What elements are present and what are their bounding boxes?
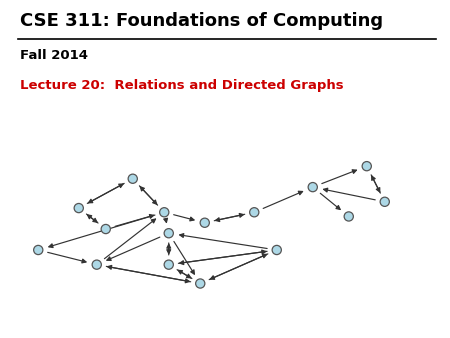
Circle shape [128,174,137,183]
Circle shape [362,162,371,171]
Circle shape [196,279,205,288]
Circle shape [160,208,169,217]
Circle shape [164,228,173,238]
Circle shape [101,224,110,234]
Circle shape [200,218,209,227]
Circle shape [272,245,281,255]
Circle shape [92,260,101,269]
Circle shape [380,197,389,207]
Circle shape [34,245,43,255]
Circle shape [250,208,259,217]
Text: CSE 311: Foundations of Computing: CSE 311: Foundations of Computing [20,12,383,30]
Circle shape [344,212,353,221]
Circle shape [308,183,317,192]
Circle shape [164,260,173,269]
Text: Lecture 20:  Relations and Directed Graphs: Lecture 20: Relations and Directed Graph… [20,79,344,92]
Circle shape [74,203,83,213]
Text: Fall 2014: Fall 2014 [20,49,88,62]
